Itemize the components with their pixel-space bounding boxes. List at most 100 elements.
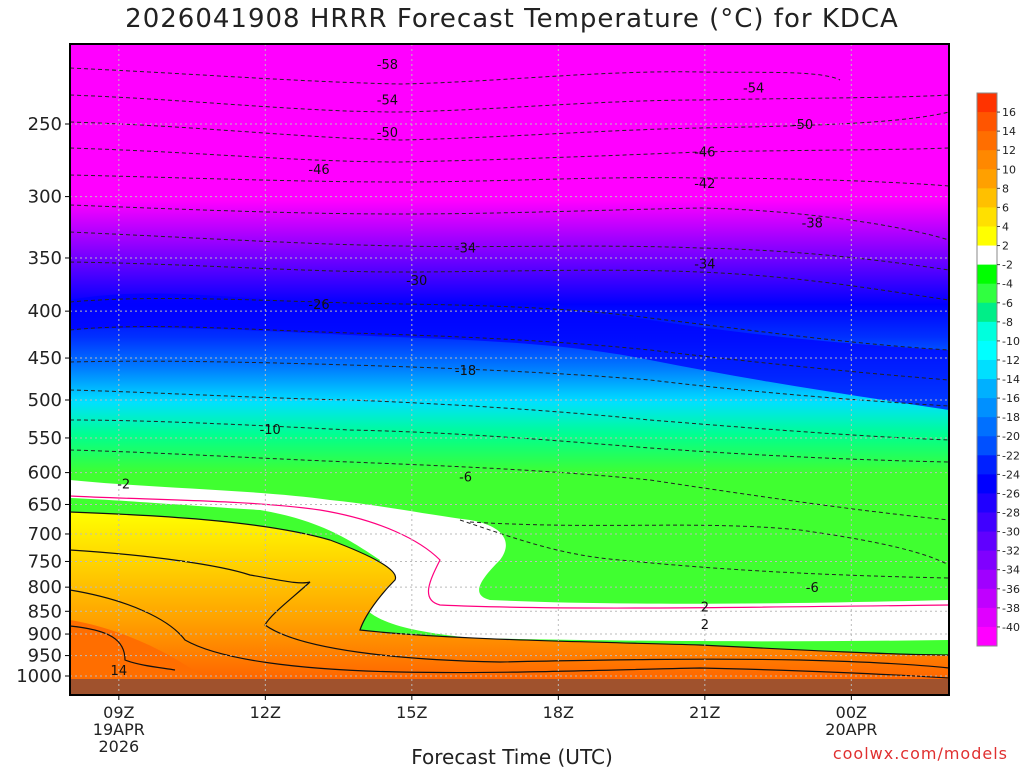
colorbar-label: 12 — [1002, 144, 1016, 157]
svg-text:-50: -50 — [377, 126, 398, 141]
contour-label: -54 — [743, 81, 764, 96]
contour-label: -26 — [308, 298, 329, 313]
colorbar-swatch — [977, 359, 997, 380]
colorbar-label: -18 — [1002, 411, 1020, 424]
colorbar-swatch — [977, 150, 997, 170]
contour-label: -46 — [308, 163, 329, 178]
ground-surface — [70, 679, 949, 695]
x-tick-label: 21Z — [689, 703, 720, 722]
x-tick-label: 2026 — [98, 737, 139, 756]
colorbar-label: -6 — [1002, 297, 1013, 310]
contour-label: -50 — [377, 126, 398, 141]
svg-text:-6: -6 — [806, 581, 819, 596]
colorbar: 16 14 12 10 8 6 4 2 -2 -4 -6 -8 -10 -12 -14 -16 -18 -20 -2… — [976, 92, 1020, 647]
freezing-region — [70, 480, 949, 642]
y-tick-label: 300 — [28, 187, 62, 208]
colorbar-swatch — [977, 493, 997, 514]
svg-text:-58: -58 — [377, 58, 398, 73]
warm-layer — [70, 512, 949, 695]
colorbar-frame — [976, 92, 998, 647]
colorbar-swatch — [977, 531, 997, 552]
colorbar-swatch — [977, 626, 997, 647]
contour-label: -38 — [802, 216, 823, 231]
contour-label: -6 — [459, 471, 472, 486]
temperature-field — [70, 44, 949, 695]
svg-text:2: 2 — [701, 618, 709, 633]
colorbar-label: 14 — [1002, 125, 1016, 138]
contour-label: -34 — [694, 258, 715, 273]
svg-text:-26: -26 — [308, 298, 329, 313]
y-tick-label: 250 — [28, 114, 62, 135]
svg-text:-38: -38 — [802, 216, 823, 231]
y-tick-label: 950 — [28, 646, 62, 667]
colorbar-label: 2 — [1002, 240, 1009, 253]
colorbar-label: 8 — [1002, 182, 1009, 195]
y-tick-label: 450 — [28, 348, 62, 369]
contour-label: 2 — [701, 601, 709, 616]
colorbar-label: -22 — [1002, 449, 1020, 462]
contour-label: -58 — [377, 58, 398, 73]
colorbar-swatch — [977, 455, 997, 475]
contour-label: 14 — [111, 664, 128, 679]
colorbar-swatch — [977, 436, 997, 456]
svg-text:-2: -2 — [117, 478, 130, 493]
y-tick-label: 850 — [28, 601, 62, 622]
y-tick-label: 700 — [28, 524, 62, 545]
chart-title: 2026041908 HRRR Forecast Temperature (°C… — [125, 4, 899, 34]
colorbar-swatch — [977, 607, 997, 628]
colorbar-swatch — [977, 264, 997, 285]
colorbar-label: 16 — [1002, 106, 1016, 119]
colorbar-label: -14 — [1002, 373, 1020, 386]
contour-label: -54 — [377, 93, 398, 108]
colorbar-label: -2 — [1002, 259, 1013, 272]
colorbar-swatch — [977, 131, 997, 151]
svg-text:-42: -42 — [694, 177, 715, 192]
svg-text:-50: -50 — [792, 118, 813, 133]
colorbar-label: -8 — [1002, 316, 1013, 329]
colorbar-label: -40 — [1002, 621, 1020, 634]
colorbar-label: -28 — [1002, 507, 1020, 520]
x-tick-label: 00Z — [836, 703, 867, 722]
y-tick-label: 900 — [28, 624, 62, 645]
contour-label: -42 — [694, 177, 715, 192]
contour-label: -2 — [117, 478, 130, 493]
y-tick-label: 1000 — [16, 666, 62, 687]
colorbar-label: -4 — [1002, 278, 1013, 291]
y-tick-label: 500 — [28, 390, 62, 411]
x-tick-label: 20APR — [825, 720, 877, 739]
y-tick-label: 350 — [28, 248, 62, 269]
colorbar-swatch — [977, 398, 997, 418]
y-axis: 2503003504004505005506006507007508008509… — [16, 114, 70, 687]
y-tick-label: 650 — [28, 494, 62, 515]
colorbar-label: -12 — [1002, 354, 1020, 367]
contour-label: -18 — [455, 364, 476, 379]
contour-label: -46 — [694, 146, 715, 161]
plot-frame — [69, 43, 950, 696]
svg-text:-54: -54 — [743, 81, 764, 96]
svg-text:14: 14 — [111, 664, 128, 679]
svg-text:-18: -18 — [455, 364, 476, 379]
gridlines — [70, 44, 949, 695]
contour-label: -6 — [806, 581, 819, 596]
y-tick-label: 800 — [28, 577, 62, 598]
colorbar-swatch — [977, 321, 997, 342]
colorbar-swatch — [977, 188, 997, 208]
colorbar-label: 4 — [1002, 220, 1009, 233]
colorbar-swatch — [977, 474, 997, 494]
svg-text:-10: -10 — [260, 423, 281, 438]
colorbar-swatch — [977, 93, 997, 113]
colorbar-label: -10 — [1002, 335, 1020, 348]
colorbar-label: -30 — [1002, 526, 1020, 539]
contour-label: 2 — [701, 618, 709, 633]
x-tick-label: 12Z — [250, 703, 281, 722]
svg-text:-34: -34 — [694, 258, 715, 273]
solid-contours — [70, 495, 949, 679]
y-tick-label: 750 — [28, 551, 62, 572]
colorbar-label: -34 — [1002, 564, 1020, 577]
svg-text:-30: -30 — [406, 274, 427, 289]
colorbar-label: -32 — [1002, 545, 1020, 558]
hot-surface-layer — [70, 620, 949, 695]
contour-label: -30 — [406, 274, 427, 289]
